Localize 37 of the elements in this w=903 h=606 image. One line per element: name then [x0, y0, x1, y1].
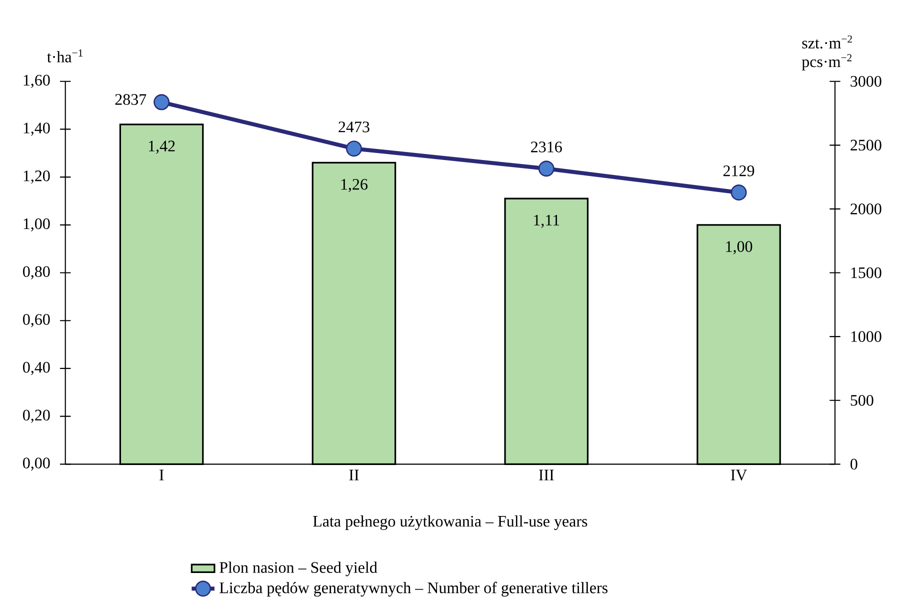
- y-axis-title: t·ha$^{−1}$: [47, 50, 82, 63]
- y2-tick-label: 0: [850, 458, 858, 470]
- y-tick-label: 0,60: [23, 314, 50, 328]
- y-tick-label: 0,80: [23, 266, 50, 280]
- y-tick-label: 0,20: [23, 410, 50, 424]
- x-tick-label: I: [159, 470, 164, 480]
- text: szt.·m$^{−2}$ pcs·m$^{−2}$: [802, 36, 852, 71]
- legend-label: Plon nasion – Seed yield: [220, 562, 378, 576]
- y-tick-label: 0,00: [23, 458, 50, 471]
- data-label: 2473: [338, 122, 370, 133]
- data-label: 2837: [115, 94, 146, 106]
- y2-tick-label: 500: [850, 395, 874, 406]
- y-tick-label: 1,20: [24, 170, 50, 184]
- x-axis-title: Lata pełnego użytkowania – Full-use years: [313, 516, 588, 530]
- data-label: 1,00: [726, 241, 752, 255]
- x-tick-label: III: [538, 470, 554, 480]
- y2-tick-label: 1500: [851, 268, 882, 278]
- data-label: 2129: [723, 166, 754, 176]
- point: [346, 140, 362, 157]
- x-tick-label: II: [349, 470, 359, 480]
- y-tick-label: 1,60: [24, 75, 50, 88]
- y2-tick-label: 2500: [850, 140, 882, 151]
- y-tick-label: 1,40: [24, 122, 50, 136]
- y-tick-label: 1,00: [24, 218, 50, 232]
- legend-label: Liczba pędów generatywnych – Number of generative tillers: [220, 582, 608, 597]
- y-tick-label: 0,40: [23, 362, 50, 376]
- point: [538, 160, 554, 177]
- data-label: 2316: [531, 142, 562, 153]
- point: [154, 94, 170, 110]
- point: [730, 184, 747, 201]
- y2-tick-label: 1000: [851, 331, 882, 342]
- y2-tick-label: 2000: [850, 204, 882, 215]
- data-label: 1,11: [534, 215, 560, 228]
- x-tick-label: IV: [730, 470, 748, 481]
- data-label: 1,42: [148, 140, 175, 154]
- data-label: 1,26: [341, 179, 368, 192]
- y2-tick-label: 3000: [850, 76, 882, 87]
